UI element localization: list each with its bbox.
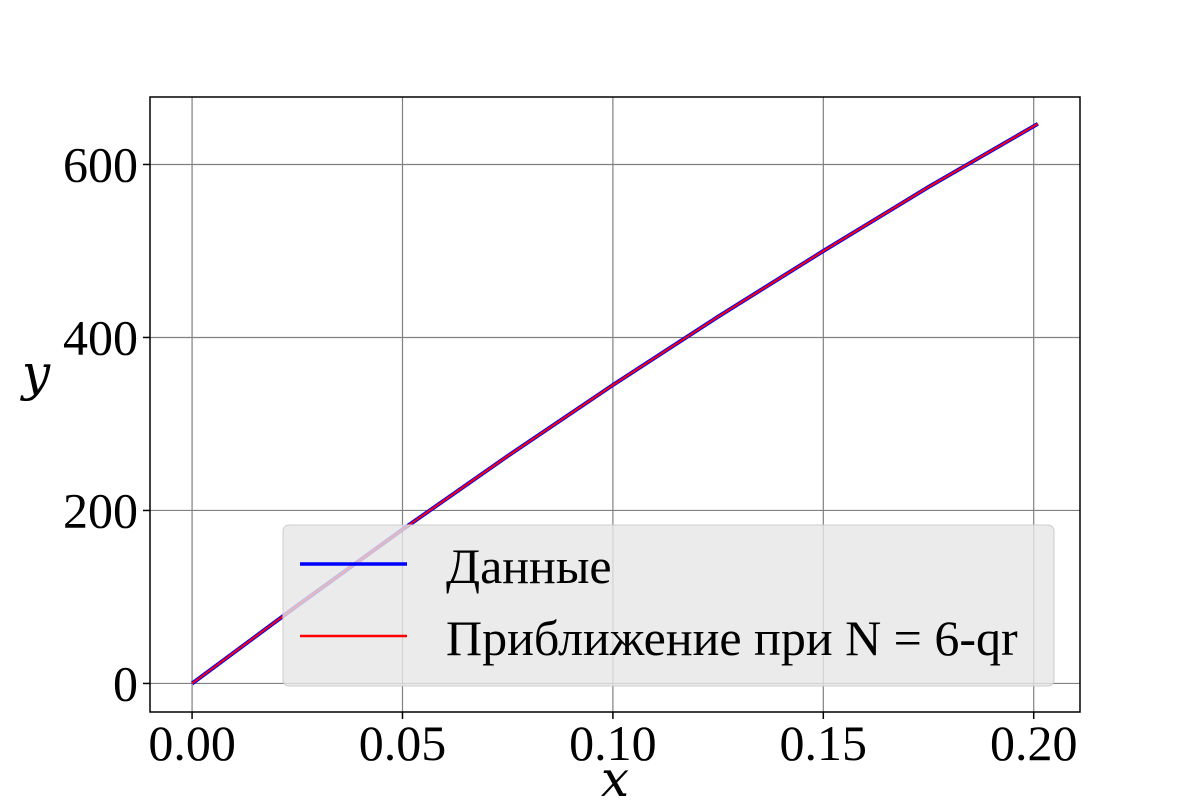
legend-label-approximation: Приближение при N = 6-qr [446, 610, 1018, 666]
y-tick-label: 400 [63, 309, 138, 365]
plot-frame [149, 96, 1081, 713]
y-axis-label: y [20, 344, 51, 402]
legend-label-data: Данные [446, 538, 612, 594]
y-tick-label: 0 [113, 655, 138, 711]
y-tick-label: 200 [63, 482, 138, 538]
y-tick-label: 600 [63, 136, 138, 192]
x-axis-label: x [601, 750, 629, 800]
legend: Данные Приближение при N = 6-qr [282, 524, 1055, 687]
ticks: 0.00 0.05 0.10 0.15 0.20 0 200 400 600 [63, 136, 1077, 771]
legend-box [282, 524, 1055, 687]
x-tick-label: 0.15 [780, 715, 868, 771]
x-tick-label: 0.20 [990, 715, 1078, 771]
x-tick-label: 0.10 [569, 715, 657, 771]
x-tick-label: 0.05 [359, 715, 447, 771]
x-tick-label: 0.00 [148, 715, 236, 771]
